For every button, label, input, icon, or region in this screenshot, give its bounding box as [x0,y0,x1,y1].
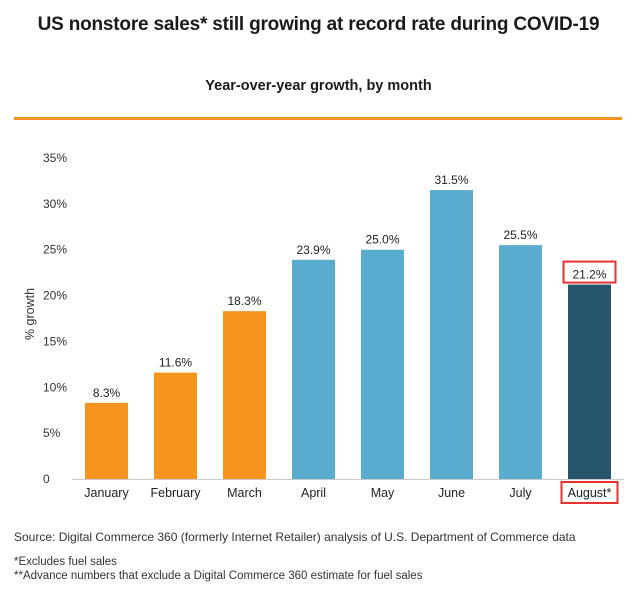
y-tick-label: 10% [43,380,67,394]
x-tick-label: July [509,486,532,500]
bar [292,259,335,479]
data-label: 8.3% [93,386,121,400]
source-note: Source: Digital Commerce 360 (formerly I… [14,530,576,544]
x-axis: January February March April May June July Augu… [72,479,624,504]
data-label: 18.3% [227,294,261,308]
data-label: 23.9% [296,243,330,257]
x-tick-label: February [150,486,201,500]
x-tick-label: June [438,486,465,500]
x-tick-label: May [371,486,395,500]
bar [499,245,542,479]
data-label: 21.2% [572,268,606,282]
chart-title: US nonstore sales* still growing at reco… [37,14,600,35]
x-tick-label: March [227,486,262,500]
chart-subtitle: Year-over-year growth, by month [205,78,432,94]
y-tick-label: 20% [43,289,67,303]
y-tick-label: 25% [43,243,67,257]
y-axis-label: % growth [23,288,37,340]
y-tick-label: 0 [43,472,50,486]
data-label: 31.5% [434,173,468,187]
y-axis: 0 5% 10% 15% 20% 25% 30% 35% [43,151,67,486]
highlight-box-value [562,260,617,284]
x-tick-label: April [301,486,326,500]
x-tick-label: January [84,486,129,500]
data-label: 11.6% [159,356,192,370]
bar [361,249,404,479]
y-tick-label: 30% [43,197,67,211]
footnote-advance: **Advance numbers that exclude a Digital… [14,570,423,582]
data-label: 25.5% [503,228,537,242]
bar [85,402,128,479]
bars: 8.3% 11.6% 18.3% 23.9% 25.0% 31.5% 25.5% 21.2% [85,173,617,479]
y-tick-label: 15% [43,334,67,348]
data-label: 25.0% [365,233,399,247]
y-tick-label: 35% [43,151,67,165]
bar-chart: 0 5% 10% 15% 20% 25% 30% 35% 8.3% 11.6% 18.3% 23.9… [23,151,624,504]
title-divider [14,117,622,120]
bar [223,311,266,479]
bar [430,190,473,479]
footnote-fuel: *Excludes fuel sales [14,556,117,568]
bar [568,284,611,479]
x-tick-label: August* [568,486,612,500]
bar [154,372,197,479]
y-tick-label: 5% [43,426,61,440]
highlight-box-category [560,481,619,504]
